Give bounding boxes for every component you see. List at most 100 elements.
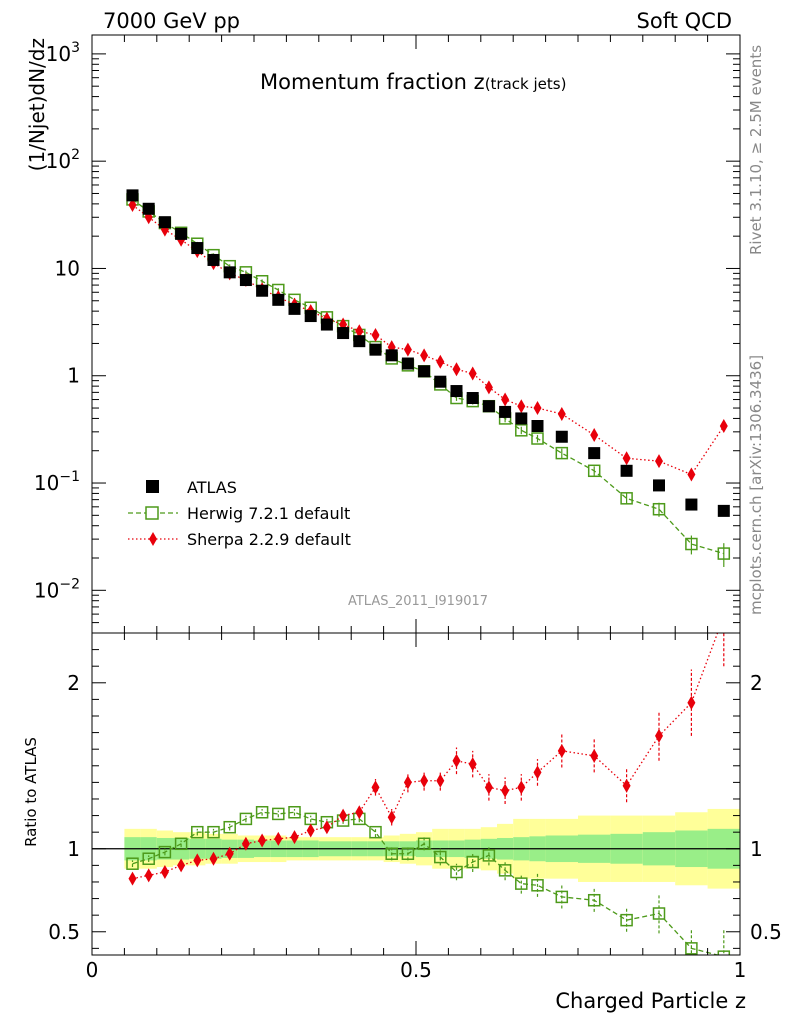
ratio-sherpa-point: [128, 871, 137, 886]
xtick-label: 0: [86, 958, 99, 982]
ratio-herwig-point: [272, 807, 285, 821]
sherpa-point: [719, 419, 728, 434]
herwig-point: [685, 537, 698, 551]
sherpa-point: [655, 454, 663, 469]
ratio-herwig-point: [191, 825, 204, 839]
atlas-point: [499, 405, 512, 418]
ratio-sherpa-point: [144, 868, 153, 883]
atlas-point: [418, 365, 431, 378]
atlas-point: [337, 327, 350, 340]
main-ytick-label: 1: [67, 364, 80, 388]
ratio-series: [126, 609, 731, 955]
ratio-ylabel: Ratio to ATLAS: [22, 737, 40, 847]
ratio-herwig-point: [385, 847, 398, 861]
sherpa-point: [622, 451, 631, 466]
herwig-point: [620, 492, 633, 505]
ratio-herwig-point: [515, 877, 528, 890]
ratio-sherpa-point: [371, 780, 380, 795]
atlas-point: [191, 242, 204, 255]
sherpa-point: [355, 324, 364, 339]
analysis-id: ATLAS_2011_I919017: [348, 594, 488, 609]
ratio-panel: 0.5 0.51 12 20 0.5 1 Ratio to ATLAS Charged P…: [22, 609, 782, 1013]
legend-herwig-label: Herwig 7.2.1 default: [187, 504, 350, 523]
xaxis-label: Charged Particle z: [555, 989, 746, 1013]
sherpa-point: [590, 428, 599, 443]
ratio-herwig-point: [482, 849, 496, 862]
sherpa-point: [687, 467, 696, 482]
sherpa-point: [557, 406, 566, 421]
ratio-sherpa-point: [655, 728, 663, 743]
ratio-sherpa-point: [193, 853, 202, 868]
ratio-herwig-point: [304, 812, 317, 826]
ratio-ytick-label: 2: [67, 671, 80, 695]
atlas-point: [685, 498, 698, 511]
atlas-point: [142, 202, 155, 215]
ratio-herwig-point: [652, 907, 666, 920]
ratio-sherpa-point: [403, 775, 412, 790]
atlas-point: [555, 430, 568, 443]
ratio-herwig-point: [531, 879, 544, 892]
main-ytick-label: 10−1: [34, 469, 80, 495]
atlas-point: [653, 479, 665, 492]
ratio-sherpa-point: [274, 831, 283, 846]
atlas-point: [450, 385, 463, 398]
sherpa-point: [452, 362, 461, 377]
atlas-point: [531, 420, 544, 433]
atlas-point: [620, 464, 633, 477]
sherpa-point: [128, 198, 137, 213]
ratio-ytick-label: 0.5: [48, 920, 80, 944]
atlas-point: [223, 266, 236, 279]
main-title: Momentum fraction z(track jets): [260, 70, 566, 94]
main-panel: 10−2 10−1 1 10 102 103 Momentum fraction z(tr…: [25, 34, 741, 634]
ratio-herwig-point: [555, 890, 569, 904]
atlas-point: [515, 412, 528, 425]
atlas-point: [588, 447, 601, 460]
ratio-herwig-point: [717, 950, 731, 955]
ratio-sherpa-point: [452, 753, 461, 768]
xtick-label: 1: [734, 958, 747, 982]
ratio-herwig-point: [174, 837, 188, 851]
main-ytick-label: 103: [46, 40, 80, 66]
ratio-sherpa-point: [436, 773, 445, 788]
ratio-herwig-point: [685, 942, 698, 955]
ratio-sherpa-point: [209, 851, 218, 866]
herwig-point: [555, 446, 569, 460]
ratio-sherpa-point: [420, 773, 429, 788]
ratio-herwig-point: [587, 893, 601, 907]
legend-sherpa-marker: [149, 532, 157, 546]
ratio-sherpa-point: [355, 805, 364, 820]
main-ticks: 10−2 10−1 1 10 102 103: [34, 35, 741, 634]
ratio-herwig-point: [158, 845, 172, 859]
atlas-point: [304, 310, 317, 323]
ratio-sherpa-point: [557, 743, 566, 758]
main-title-text: Momentum fraction z: [260, 70, 485, 94]
ratio-sherpa-point: [306, 823, 315, 838]
ratio-herwig-line: [132, 811, 720, 955]
sherpa-point: [436, 354, 445, 369]
atlas-point: [434, 375, 447, 388]
herwig-point: [531, 432, 544, 445]
ratio-herwig-point: [142, 852, 155, 865]
ratio-ytick-label-right: 1: [750, 837, 763, 861]
herwig-point: [652, 502, 666, 516]
ratio-sherpa-point: [720, 609, 728, 623]
legend: ATLAS Herwig 7.2.1 default Sherpa 2.2.9 …: [128, 478, 351, 549]
ratio-sherpa-point: [687, 695, 696, 710]
ratio-herwig-point: [417, 837, 431, 851]
ratio-herwig-point: [223, 820, 236, 834]
xtick-label: 0.5: [400, 958, 432, 982]
ratio-ytick-label-right: 0.5: [750, 920, 782, 944]
process-label: Soft QCD: [637, 9, 732, 33]
atlas-point: [482, 400, 495, 413]
ratio-sherpa-point: [160, 865, 169, 880]
ratio-herwig-point: [450, 865, 463, 879]
ratio-herwig-point: [498, 864, 512, 877]
sherpa-point: [501, 392, 510, 407]
rivet-label: Rivet 3.1.10, ≥ 2.5M events: [747, 45, 765, 255]
ratio-sherpa-point: [177, 858, 186, 873]
main-ylabel: (1/Njet)dN/dz: [25, 38, 49, 171]
atlas-point: [353, 335, 366, 348]
main-ytick-label: 10: [55, 256, 80, 280]
ratio-herwig-point: [434, 850, 447, 864]
